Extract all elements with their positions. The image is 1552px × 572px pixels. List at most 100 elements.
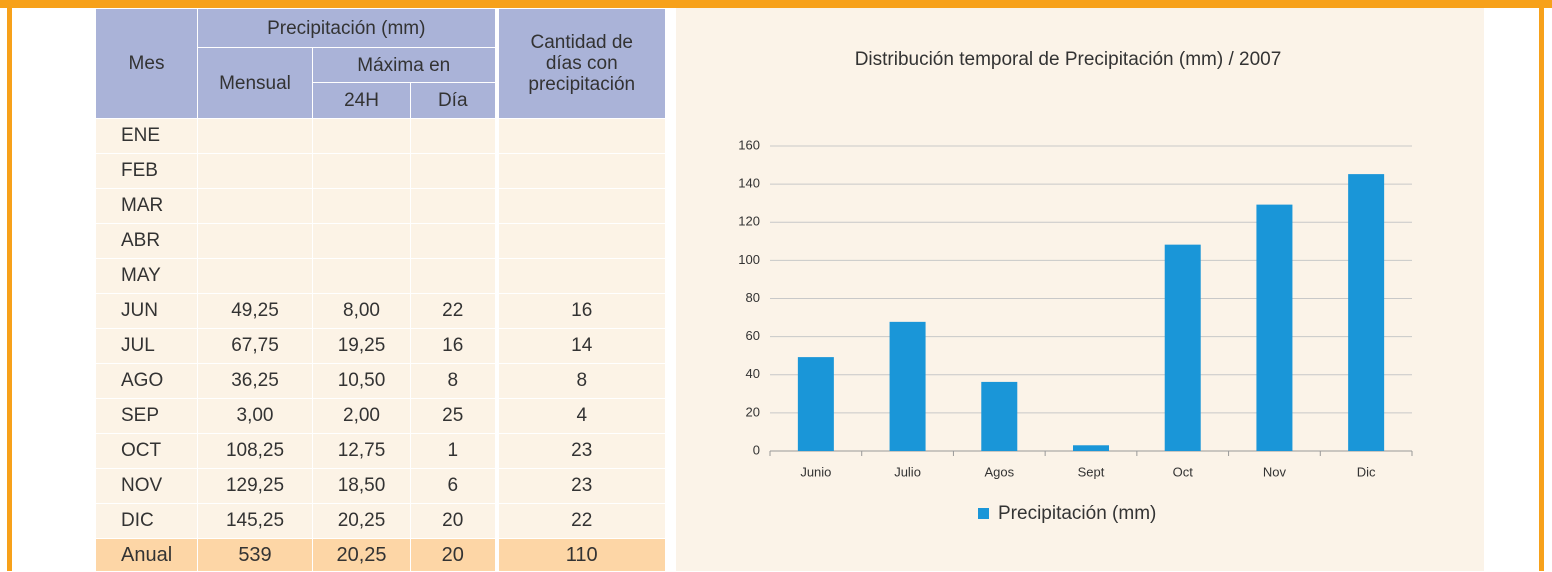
table-cell: NOV xyxy=(95,468,198,504)
table-row: MAR xyxy=(95,188,666,224)
table-cell: JUL xyxy=(95,328,198,364)
table-row: ABR xyxy=(95,223,666,259)
table-cell: 145,25 xyxy=(197,503,313,539)
frame xyxy=(1539,0,1544,571)
table-cell xyxy=(410,258,499,294)
table-cell xyxy=(312,223,411,259)
table-cell: 22 xyxy=(410,293,499,329)
table-cell: 20,25 xyxy=(312,503,411,539)
table-row: OCT 108,25 12,75 1 23 xyxy=(95,433,666,469)
table-cell xyxy=(197,223,313,259)
table-row: SEP 3,00 2,00 25 4 xyxy=(95,398,666,434)
table-cell: MAR xyxy=(95,188,198,224)
header-cell: Máxima en xyxy=(312,47,499,83)
frame xyxy=(0,0,1552,8)
bar xyxy=(1164,244,1201,451)
table-cell xyxy=(312,258,411,294)
table-cell xyxy=(496,223,666,259)
table-cell: FEB xyxy=(95,153,198,189)
table-cell: 36,25 xyxy=(197,363,313,399)
table-cell xyxy=(496,258,666,294)
table-row: ENE xyxy=(95,118,666,154)
table-cell xyxy=(197,188,313,224)
table-cell: MAY xyxy=(95,258,198,294)
y-tick-label: 60 xyxy=(746,328,760,343)
bar xyxy=(1073,445,1109,451)
table-cell xyxy=(197,258,313,294)
legend-swatch xyxy=(978,508,989,519)
table-cell: ABR xyxy=(95,223,198,259)
table-cell: 67,75 xyxy=(197,328,313,364)
table-cell: 108,25 xyxy=(197,433,313,469)
y-tick-label: 80 xyxy=(746,290,760,305)
x-tick-label: Sept xyxy=(1078,464,1105,479)
bar xyxy=(1256,204,1293,451)
bar xyxy=(889,321,926,451)
table-row: FEB xyxy=(95,153,666,189)
legend-label: Precipitación (mm) xyxy=(998,503,1156,524)
table-cell: DIC xyxy=(95,503,198,539)
table-cell: 20 xyxy=(410,503,499,539)
chart-title: Distribución temporal de Precipitación (… xyxy=(855,49,1282,70)
table-cell: 23 xyxy=(496,468,666,504)
header-cell: Mensual xyxy=(197,47,313,119)
table-cell: 10,50 xyxy=(312,363,411,399)
table-cell: 20 xyxy=(410,538,499,572)
frame xyxy=(7,0,12,571)
table-cell xyxy=(410,153,499,189)
table-cell xyxy=(197,153,313,189)
header-cell: Cantidad de días con precipitación xyxy=(496,8,666,119)
x-tick-label: Junio xyxy=(800,464,831,479)
table-row: AGO 36,25 10,50 8 8 xyxy=(95,363,666,399)
header-cell: 24H xyxy=(312,82,411,119)
table-row: Anual 539 20,25 20 110 xyxy=(95,538,666,572)
table-row: JUL 67,75 19,25 16 14 xyxy=(95,328,666,364)
table-row: DIC 145,25 20,25 20 22 xyxy=(95,503,666,539)
table-cell xyxy=(312,153,411,189)
header-cell: Día xyxy=(410,82,499,119)
table-cell: SEP xyxy=(95,398,198,434)
bar xyxy=(981,381,1018,451)
table-cell: OCT xyxy=(95,433,198,469)
table-cell: 23 xyxy=(496,433,666,469)
y-tick-label: 20 xyxy=(746,404,760,419)
y-tick-label: 40 xyxy=(746,366,760,381)
table-cell: 1 xyxy=(410,433,499,469)
table-cell: 49,25 xyxy=(197,293,313,329)
table-cell xyxy=(197,118,313,154)
table-cell: 8 xyxy=(496,363,666,399)
y-tick-label: 140 xyxy=(738,176,760,191)
table-cell: 16 xyxy=(410,328,499,364)
y-tick-label: 100 xyxy=(738,252,760,267)
x-tick-label: Agos xyxy=(984,464,1014,479)
x-tick-label: Dic xyxy=(1357,464,1376,479)
table-cell: 8 xyxy=(410,363,499,399)
table-cell: AGO xyxy=(95,363,198,399)
table-cell: 2,00 xyxy=(312,398,411,434)
table-cell xyxy=(496,153,666,189)
table-cell: 4 xyxy=(496,398,666,434)
data-table: Mes Precipitación (mm) Cantidad de días … xyxy=(95,8,666,572)
table-cell: 22 xyxy=(496,503,666,539)
header-cell: Mes xyxy=(95,8,198,119)
table-cell xyxy=(312,188,411,224)
x-tick-label: Oct xyxy=(1173,464,1194,479)
table-cell: 129,25 xyxy=(197,468,313,504)
table-cell: 14 xyxy=(496,328,666,364)
table-cell: 18,50 xyxy=(312,468,411,504)
table-cell: ENE xyxy=(95,118,198,154)
table-cell xyxy=(312,118,411,154)
bar xyxy=(1348,174,1385,451)
bar xyxy=(797,357,834,451)
table-cell: 16 xyxy=(496,293,666,329)
table-cell xyxy=(410,118,499,154)
table-cell xyxy=(496,188,666,224)
y-tick-label: 120 xyxy=(738,214,760,229)
table-row: NOV 129,25 18,50 6 23 xyxy=(95,468,666,504)
header-text: Cantidad de días con precipitación xyxy=(528,32,636,95)
table-cell: 12,75 xyxy=(312,433,411,469)
table-cell: JUN xyxy=(95,293,198,329)
table-cell xyxy=(496,118,666,154)
table-cell: 110 xyxy=(496,538,666,572)
